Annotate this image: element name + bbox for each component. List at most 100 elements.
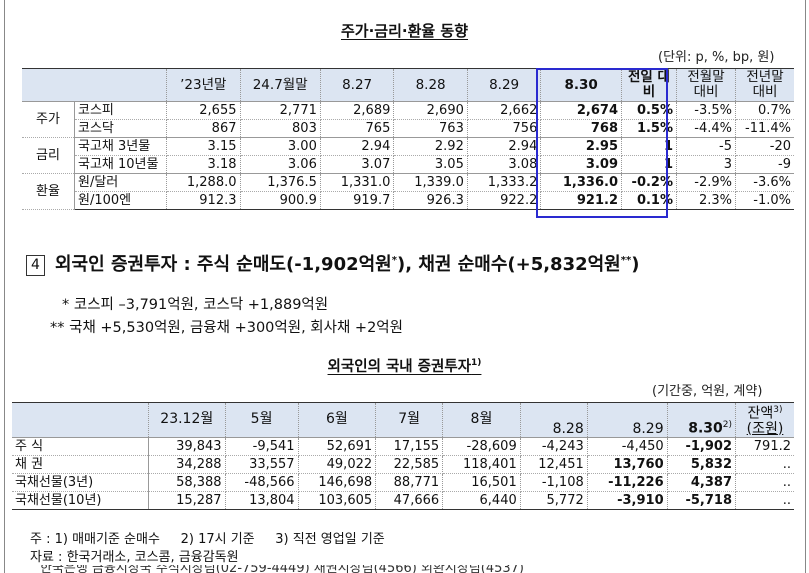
foreign-cell: 15,287 bbox=[148, 491, 226, 510]
market-row: 환율 원/달러 1,288.0 1,376.5 1,331.0 1,339.0 … bbox=[22, 173, 794, 210]
market-cell: 2.3% bbox=[676, 191, 736, 210]
market-unit: (단위: p, %, bp, 원) bbox=[658, 50, 775, 65]
market-cell: 2,771 bbox=[240, 101, 321, 120]
market-cell: 1 bbox=[621, 137, 677, 156]
market-row-label: 원/달러 bbox=[74, 173, 167, 192]
foreign-cell: -1,108 bbox=[520, 473, 588, 492]
foreign-cell: 52,691 bbox=[298, 437, 377, 456]
market-cell: 3 bbox=[676, 155, 736, 174]
market-header-cell: 8.27 bbox=[320, 68, 395, 102]
foreign-cell: -5,718 bbox=[667, 491, 737, 510]
foreign-cell: .. bbox=[735, 455, 794, 474]
note-line: ** 국채 +5,530억원, 금융채 +300억원, 회사채 +2억원 bbox=[50, 320, 403, 336]
foreign-header-cell: 5월 bbox=[225, 402, 299, 438]
foreign-cell: -11,226 bbox=[587, 473, 668, 492]
market-cell: -1.0% bbox=[735, 191, 794, 210]
foreign-cell: -3,910 bbox=[587, 491, 668, 510]
foreign-cell: -9,541 bbox=[225, 437, 299, 456]
foreign-cell: 17,155 bbox=[375, 437, 444, 456]
foreign-cell: 6,440 bbox=[442, 491, 521, 510]
market-cell: 2,689 bbox=[320, 101, 395, 120]
foreign-row: 국채선물(3년) 58,388 -48,566 146,698 88,771 1… bbox=[12, 473, 794, 492]
market-row: 금리 국고채 3년물 3.15 3.00 2.94 2.92 2.94 2.95… bbox=[22, 137, 794, 174]
market-cell: 3.08 bbox=[467, 155, 542, 174]
foreign-cell: 49,022 bbox=[298, 455, 377, 474]
foreign-cell: 5,772 bbox=[520, 491, 588, 510]
foreign-cell: 12,451 bbox=[520, 455, 588, 474]
foreign-row: 국채선물(10년) 15,287 13,804 103,605 47,666 6… bbox=[12, 491, 794, 510]
market-cell: 3.18 bbox=[166, 155, 241, 174]
market-cell: 919.7 bbox=[320, 191, 395, 210]
market-cell: 3.09 bbox=[540, 155, 622, 174]
market-header-cell: 전일 대비 bbox=[621, 68, 677, 102]
foreign-header-sup: 2) bbox=[722, 420, 732, 430]
foreign-cell: 4,387 bbox=[667, 473, 737, 492]
market-cell: 768 bbox=[540, 119, 622, 138]
market-cell: 1,331.0 bbox=[320, 173, 395, 192]
market-cell: 2,674 bbox=[540, 101, 622, 120]
foreign-unit: (기간중, 억원, 계약) bbox=[652, 384, 763, 399]
foreign-header-date: 8.30 bbox=[688, 420, 723, 437]
foreign-cell: 58,388 bbox=[148, 473, 226, 492]
market-cell: 1,339.0 bbox=[393, 173, 468, 192]
section-text: 외국인 증권투자 : 주식 순매도(-1,902억원 bbox=[55, 254, 392, 275]
foreign-cell: -4,450 bbox=[587, 437, 668, 456]
market-cell: -4.4% bbox=[676, 119, 736, 138]
market-cell: 900.9 bbox=[240, 191, 321, 210]
foreign-cell: -4,243 bbox=[520, 437, 588, 456]
market-cell: 0.5% bbox=[621, 101, 677, 120]
market-header-corner bbox=[22, 68, 167, 102]
market-cell: 2,655 bbox=[166, 101, 241, 120]
foreign-header-cell: 7월 bbox=[375, 402, 444, 438]
market-group-label: 환율 bbox=[22, 173, 75, 210]
market-cell: -9 bbox=[735, 155, 794, 174]
market-header-cell: 8.28 bbox=[393, 68, 468, 102]
foreign-row-label: 국채선물(10년) bbox=[12, 491, 149, 510]
market-cell: 1,288.0 bbox=[166, 173, 241, 192]
foreign-cell: 47,666 bbox=[375, 491, 444, 510]
foreign-header-cell: 8.28 bbox=[520, 402, 588, 438]
section-text: ) bbox=[631, 254, 640, 275]
market-header-cell: 8.30 bbox=[540, 68, 622, 102]
foreign-cell: 13,804 bbox=[225, 491, 299, 510]
foreign-row-label: 채 권 bbox=[12, 455, 149, 474]
market-cell: -3.5% bbox=[676, 101, 736, 120]
section-sup: ** bbox=[620, 255, 632, 266]
footnote-source: 자료 : 한국거래소, 코스콤, 금융감독원 bbox=[30, 550, 239, 565]
foreign-cell: 118,401 bbox=[442, 455, 521, 474]
market-cell: 3.06 bbox=[240, 155, 321, 174]
market-header-cell: ’23년말 bbox=[166, 68, 241, 102]
market-cell: 3.15 bbox=[166, 137, 241, 156]
market-cell: 3.05 bbox=[393, 155, 468, 174]
market-cell: 1.5% bbox=[621, 119, 677, 138]
market-cell: 1,333.2 bbox=[467, 173, 542, 192]
market-cell: 763 bbox=[393, 119, 468, 138]
market-cell: 3.07 bbox=[320, 155, 395, 174]
foreign-cell: -48,566 bbox=[225, 473, 299, 492]
market-header-row: ’23년말 24.7월말 8.27 8.28 8.29 8.30 전일 대비 전… bbox=[22, 68, 794, 102]
market-cell: 922.2 bbox=[467, 191, 542, 210]
market-group-label: 주가 bbox=[22, 101, 75, 138]
market-cell: 3.00 bbox=[240, 137, 321, 156]
foreign-header-cell: 8.302) bbox=[667, 402, 737, 438]
market-cell: 1,376.5 bbox=[240, 173, 321, 192]
market-cell: 2.95 bbox=[540, 137, 622, 156]
market-row: 주가 코스피 2,655 2,771 2,689 2,690 2,662 2,6… bbox=[22, 101, 794, 138]
market-cell: 921.2 bbox=[540, 191, 622, 210]
foreign-title-text: 외국인의 국내 증권투자 bbox=[327, 359, 472, 375]
section-text: ), 채권 순매수(+5,832억원 bbox=[396, 254, 621, 275]
section-number: 4 bbox=[26, 255, 45, 276]
market-cell: -11.4% bbox=[735, 119, 794, 138]
cut-off-text: 한국은행 금융시장국 주식시장팀(02-759-4449) 채권시장팀(4566… bbox=[40, 565, 524, 573]
foreign-cell: 33,557 bbox=[225, 455, 299, 474]
page-frame bbox=[4, 0, 806, 573]
foreign-header-cell: 8월 bbox=[442, 402, 521, 438]
market-cell: -2.9% bbox=[676, 173, 736, 192]
foreign-header-cell: 잔액3) (조원) bbox=[735, 402, 794, 438]
market-header-cell: 전월말 대비 bbox=[676, 68, 736, 102]
foreign-cell: 34,288 bbox=[148, 455, 226, 474]
market-cell: 1,336.0 bbox=[540, 173, 622, 192]
market-cell: 1 bbox=[621, 155, 677, 174]
market-cell: 2,690 bbox=[393, 101, 468, 120]
footnote-line: 주 : 1) 매매기준 순매수 2) 17시 기준 3) 직전 영업일 기준 bbox=[30, 532, 385, 547]
